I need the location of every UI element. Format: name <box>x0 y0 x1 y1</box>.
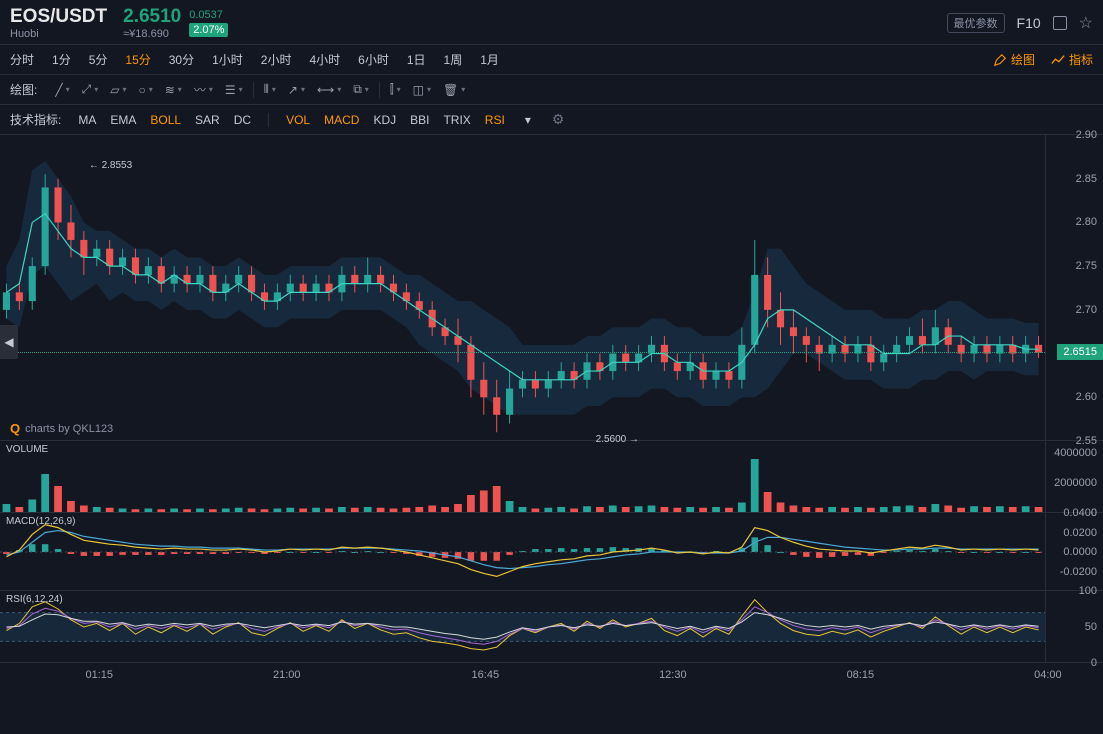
chart-header: EOS/USDT Huobi 2.6510 ≈¥18.690 0.0537 2.… <box>0 0 1103 45</box>
chart-attribution: Q charts by QKL123 <box>10 421 113 436</box>
xaxis-label: 04:00 <box>1034 669 1062 681</box>
trading-pair[interactable]: EOS/USDT <box>10 6 107 28</box>
f10-button[interactable]: F10 <box>1017 15 1041 31</box>
scroll-left-arrow[interactable]: ◀ <box>0 325 18 359</box>
xaxis-label: 08:15 <box>847 669 875 681</box>
rsi-label: RSI(6,12,24) <box>6 594 63 605</box>
price-cny: ≈¥18.690 <box>123 28 181 40</box>
draw-tool-ray[interactable]: ⤢▾ <box>76 82 105 97</box>
draw-tool-circle[interactable]: ○▾ <box>132 83 158 97</box>
indicator-trix[interactable]: TRIX <box>436 113 477 127</box>
poly-icon: ▱ <box>110 83 119 97</box>
timeframe-30分[interactable]: 30分 <box>169 51 194 68</box>
optimal-params-button[interactable]: 最优参数 <box>947 13 1005 33</box>
time-x-axis[interactable]: 01:15 21:00 16:45 12:30 08:15 04:00 <box>0 663 1103 691</box>
indicator-ma[interactable]: MA <box>71 113 103 127</box>
indicator-macd[interactable]: MACD <box>317 113 366 127</box>
pencil-icon <box>993 53 1007 67</box>
macd-label: MACD(12,26,9) <box>6 516 75 527</box>
trash-icon: 🗑 <box>443 83 458 97</box>
indicator-rsi[interactable]: RSI <box>478 113 512 127</box>
indicator-sar[interactable]: SAR <box>188 113 227 127</box>
qkl-logo-icon: Q <box>10 421 20 436</box>
current-price: 2.6510 <box>123 6 181 28</box>
draw-tool-barpattern[interactable]: ⫿▾ <box>384 82 407 97</box>
rsi-y-axis[interactable]: 050100 <box>1045 591 1103 662</box>
xaxis-label: 01:15 <box>86 669 114 681</box>
draw-tool-eraser[interactable]: ◫▾ <box>407 83 437 97</box>
draw-tool-brush[interactable]: 〰▾ <box>188 81 219 98</box>
chart-line-icon <box>1051 53 1065 67</box>
draw-tool-clone[interactable]: ⧉▾ <box>347 82 375 97</box>
indicator-ema[interactable]: EMA <box>103 113 143 127</box>
rsi-pane[interactable]: RSI(6,12,24) 050100 <box>0 591 1103 663</box>
range-icon: ⟷ <box>317 83 334 97</box>
timeframe-5分[interactable]: 5分 <box>89 51 108 68</box>
timeframe-bar: 分时 1分 5分 15分 30分 1小时 2小时 4小时 6小时 1日 1周 1月 绘图 指标 <box>0 45 1103 75</box>
macd-y-axis[interactable]: -0.02000.00000.02000.0400 <box>1045 513 1103 590</box>
draw-tool-fib[interactable]: ≋▾ <box>159 83 188 97</box>
xaxis-label: 16:45 <box>472 669 500 681</box>
vlines-icon: ⦀ <box>264 82 269 97</box>
indicator-settings-icon[interactable]: ⚙ <box>552 111 565 128</box>
timeframe-1分[interactable]: 1分 <box>52 51 71 68</box>
change-absolute: 0.0537 <box>189 9 223 21</box>
timeframe-6小时[interactable]: 6小时 <box>358 51 389 68</box>
indicator-boll[interactable]: BOLL <box>143 113 188 127</box>
ray-icon: ⤢ <box>82 82 92 97</box>
draw-tool-poly[interactable]: ▱▾ <box>104 83 132 97</box>
timeframe-15分[interactable]: 15分 <box>125 51 150 68</box>
drawing-tools-bar: 绘图: ╱▾⤢▾▱▾○▾≋▾〰▾☰▾ ⦀▾↗▾⟷▾⧉▾ ⫿▾◫▾🗑▾ <box>0 75 1103 105</box>
circle-icon: ○ <box>138 83 145 97</box>
indicator-bbi[interactable]: BBI <box>403 113 436 127</box>
indicator-more[interactable]: ▾ <box>518 113 538 127</box>
draw-tool-trash[interactable]: 🗑▾ <box>437 83 471 97</box>
draw-mode-button[interactable]: 绘图 <box>993 51 1035 68</box>
volume-label: VOLUME <box>6 444 48 455</box>
xaxis-label: 12:30 <box>659 669 687 681</box>
change-percent: 2.07% <box>189 23 228 37</box>
macd-pane[interactable]: MACD(12,26,9) -0.02000.00000.02000.0400 <box>0 513 1103 591</box>
volume-y-axis[interactable]: 020000004000000 <box>1045 441 1103 512</box>
clone-icon: ⧉ <box>353 82 362 97</box>
timeframe-1周[interactable]: 1周 <box>444 51 463 68</box>
xaxis-label: 21:00 <box>273 669 301 681</box>
indicators-bar: 技术指标: MAEMABOLLSARDC VOLMACDKDJBBITRIXRS… <box>0 105 1103 135</box>
fib-icon: ≋ <box>165 83 175 97</box>
arrow-icon: ↗ <box>288 83 298 97</box>
favorite-icon[interactable]: ☆ <box>1079 13 1093 33</box>
barpattern-icon: ⫿ <box>390 82 394 97</box>
indicator-vol[interactable]: VOL <box>279 113 317 127</box>
current-price-line <box>0 352 1045 353</box>
indicator-dc[interactable]: DC <box>227 113 258 127</box>
exchange-name: Huobi <box>10 28 107 40</box>
indicator-kdj[interactable]: KDJ <box>366 113 403 127</box>
draw-tool-vlines[interactable]: ⦀▾ <box>258 82 282 97</box>
draw-tool-arrow[interactable]: ↗▾ <box>282 83 311 97</box>
timeframe-分时[interactable]: 分时 <box>10 51 34 68</box>
indicator-mode-button[interactable]: 指标 <box>1051 51 1093 68</box>
volume-pane[interactable]: VOLUME 020000004000000 <box>0 441 1103 513</box>
timeframe-1月[interactable]: 1月 <box>480 51 499 68</box>
price-y-axis[interactable]: 2.552.602.652.702.752.802.852.902.6515 <box>1045 135 1103 440</box>
fullscreen-icon[interactable] <box>1053 16 1067 30</box>
timeframe-1日[interactable]: 1日 <box>407 51 426 68</box>
eraser-icon: ◫ <box>413 83 424 97</box>
draw-tool-levels[interactable]: ☰▾ <box>219 83 249 97</box>
brush-icon: 〰 <box>194 81 206 98</box>
draw-tool-range[interactable]: ⟷▾ <box>311 83 347 97</box>
draw-tool-line[interactable]: ╱▾ <box>49 83 75 97</box>
timeframe-4小时[interactable]: 4小时 <box>309 51 340 68</box>
draw-label: 绘图: <box>10 81 37 98</box>
timeframe-2小时[interactable]: 2小时 <box>261 51 292 68</box>
levels-icon: ☰ <box>225 83 236 97</box>
price-chart-pane[interactable]: ← 2.8553 2.5600 → ◀ Q charts by QKL123 2… <box>0 135 1103 441</box>
high-price-marker: ← 2.8553 <box>89 160 132 171</box>
line-icon: ╱ <box>55 83 62 97</box>
indicators-label: 技术指标: <box>10 111 61 128</box>
timeframe-1小时[interactable]: 1小时 <box>212 51 243 68</box>
